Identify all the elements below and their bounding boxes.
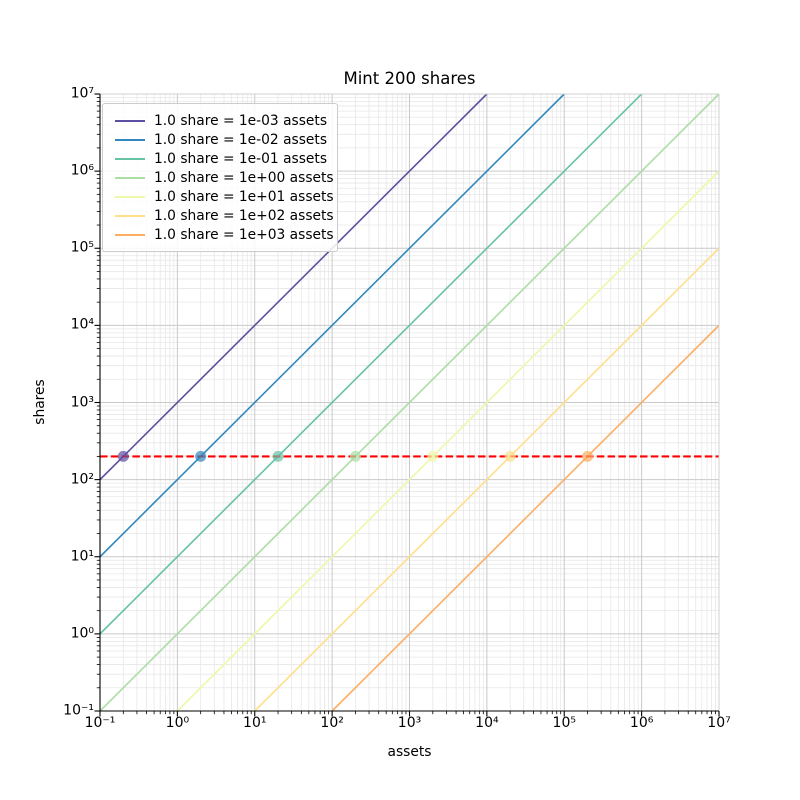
legend-label: 1.0 share = 1e+01 assets [154, 188, 334, 205]
legend-label: 1.0 share = 1e-02 assets [154, 131, 328, 148]
y-tick-label: 10⁷ [70, 85, 94, 102]
legend-item: 1.0 share = 1e-03 assets [112, 111, 328, 130]
legend-item: 1.0 share = 1e+03 assets [112, 225, 334, 244]
legend-label: 1.0 share = 1e-03 assets [154, 112, 328, 129]
data-point-marker [504, 450, 516, 462]
x-tick-label: 10¹ [243, 715, 267, 731]
y-tick-label: 10⁰ [70, 625, 94, 642]
legend-line-sample [115, 214, 145, 217]
legend-label: 1.0 share = 1e+00 assets [154, 169, 334, 186]
legend-item: 1.0 share = 1e-01 assets [112, 149, 328, 168]
series-line [331, 324, 720, 712]
y-tick-label: 10⁵ [70, 239, 94, 256]
legend-line-sample [115, 176, 145, 179]
series-line [176, 170, 720, 712]
y-tick-label: 10² [70, 471, 94, 488]
legend-item: 1.0 share = 1e+01 assets [112, 187, 334, 206]
legend-label: 1.0 share = 1e-01 assets [154, 150, 328, 167]
data-point-marker [582, 450, 594, 462]
legend-label: 1.0 share = 1e+03 assets [154, 226, 334, 243]
legend-item: 1.0 share = 1e-02 assets [112, 130, 328, 149]
legend-item: 1.0 share = 1e+02 assets [112, 206, 334, 225]
x-tick-label: 10⁷ [707, 715, 731, 731]
y-tick-label: 10⁶ [70, 162, 94, 179]
legend-line-sample [115, 138, 145, 141]
series-line [99, 93, 720, 712]
x-tick-label: 10⁰ [165, 715, 190, 731]
y-tick-label: 10⁻¹ [63, 702, 94, 719]
data-point-marker [272, 450, 284, 462]
x-tick-label: 10³ [397, 715, 422, 731]
x-tick-label: 10² [320, 715, 344, 731]
legend-label: 1.0 share = 1e+02 assets [154, 207, 334, 224]
series-line [254, 247, 720, 712]
series-line [99, 93, 643, 635]
legend-line-sample [115, 119, 145, 122]
legend-line-sample [115, 157, 145, 160]
data-point-marker [349, 450, 361, 462]
chart-title: Mint 200 shares [343, 69, 476, 88]
data-point-marker [427, 450, 439, 462]
y-tick-label: 10¹ [70, 548, 94, 565]
x-tick-label: 10⁴ [475, 715, 499, 731]
x-axis-label: assets [387, 744, 432, 760]
legend-item: 1.0 share = 1e+00 assets [112, 168, 334, 187]
legend: 1.0 share = 1e-03 assets 1.0 share = 1e-0… [102, 103, 338, 252]
legend-line-sample [115, 233, 145, 236]
x-tick-label: 10⁶ [629, 715, 654, 731]
x-tick-label: 10⁻¹ [84, 715, 116, 731]
series-line [99, 93, 565, 558]
x-tick-label: 10⁵ [552, 715, 576, 731]
legend-line-sample [115, 195, 145, 198]
data-point-marker [195, 450, 207, 462]
y-tick-label: 10⁴ [70, 317, 94, 334]
data-point-marker [117, 450, 129, 462]
y-tick-label: 10³ [70, 394, 94, 411]
series-line [99, 93, 488, 481]
y-axis-label: shares [32, 379, 48, 425]
